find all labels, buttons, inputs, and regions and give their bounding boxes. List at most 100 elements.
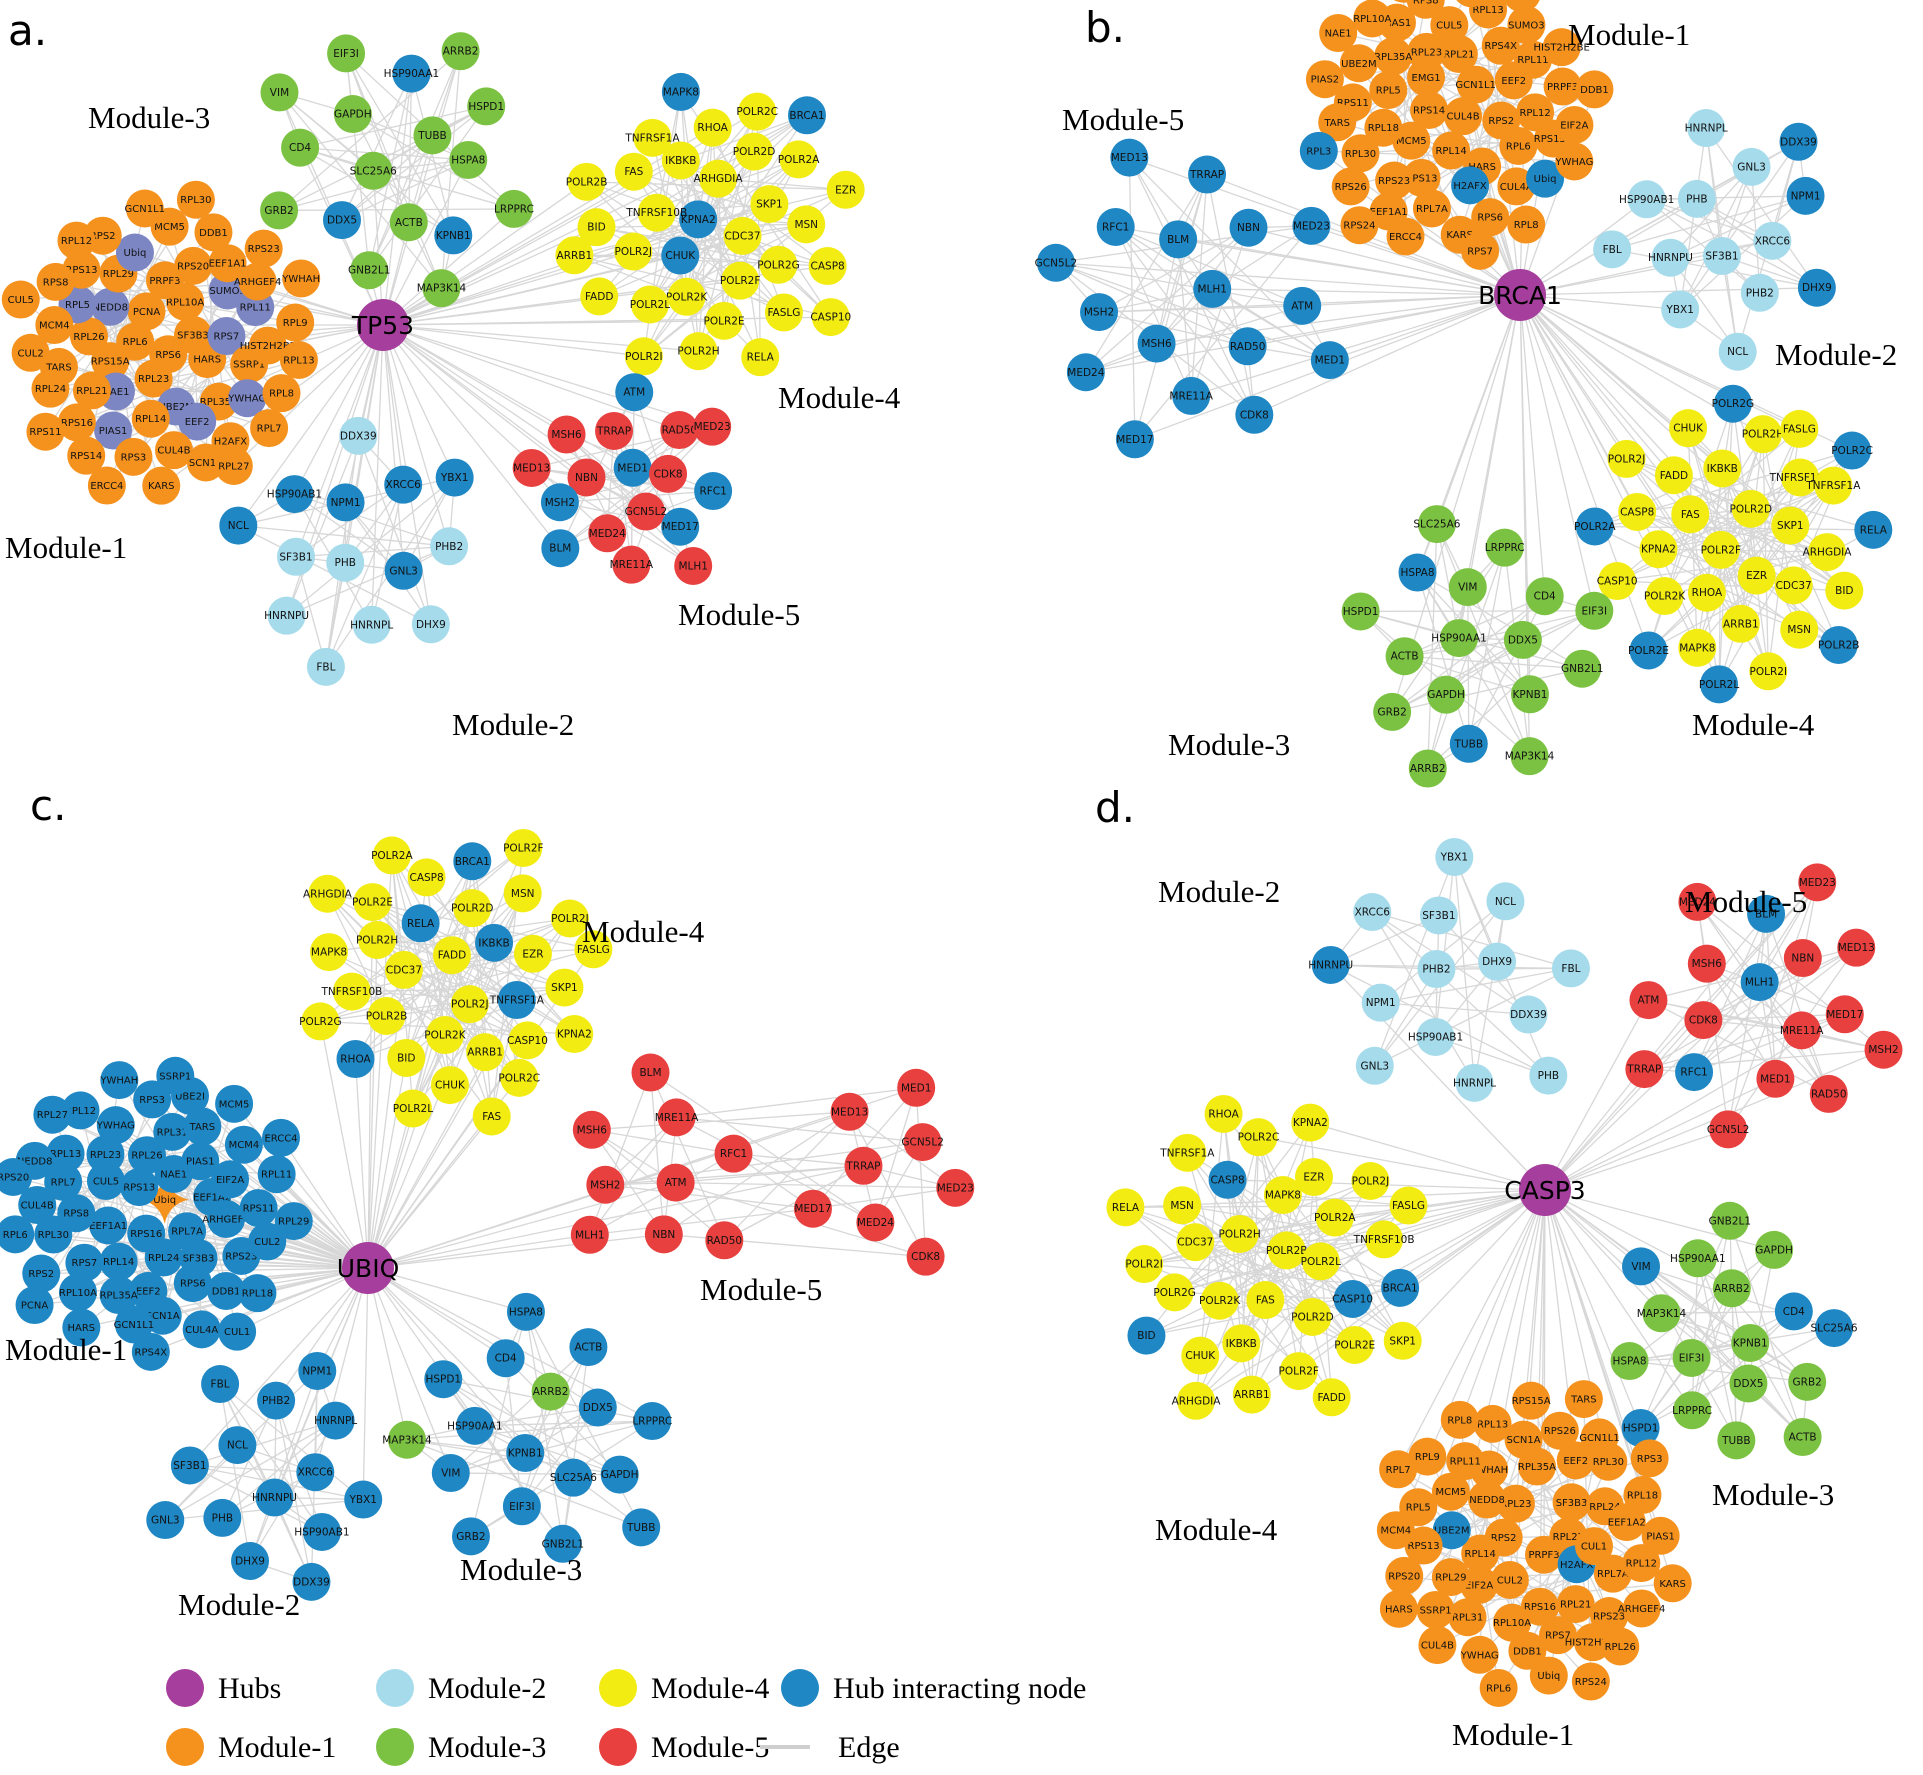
node-circle bbox=[661, 236, 700, 275]
node-circle bbox=[174, 246, 213, 285]
node-BLM: BLM bbox=[631, 1053, 670, 1092]
node-label: HSP90AA1 bbox=[1431, 633, 1487, 645]
node-label: NAE1 bbox=[1325, 29, 1352, 40]
node-circle bbox=[114, 1305, 153, 1344]
node-RPS13: RPS13 bbox=[1404, 1526, 1443, 1565]
node-MAPK8: MAPK8 bbox=[1678, 628, 1717, 667]
node-PHB: PHB bbox=[1677, 179, 1716, 218]
node-circle bbox=[455, 1406, 494, 1445]
node-circle bbox=[1427, 675, 1466, 714]
node-label: GCN5L2 bbox=[1707, 1124, 1750, 1136]
node-circle bbox=[1684, 1001, 1723, 1040]
node-circle bbox=[1333, 1279, 1372, 1318]
node-label: RPL11 bbox=[261, 1170, 292, 1181]
node-label: ARRB2 bbox=[533, 1386, 569, 1398]
node-label: RPS23 bbox=[1593, 1612, 1625, 1623]
node-circle bbox=[257, 1381, 296, 1420]
node-label: RPL8 bbox=[1447, 1415, 1472, 1426]
node-circle bbox=[1731, 1323, 1770, 1362]
node-label: SLC25A6 bbox=[350, 165, 397, 177]
node-MLH1: MLH1 bbox=[570, 1215, 609, 1254]
node-SKP1: SKP1 bbox=[545, 968, 584, 1007]
node-circle bbox=[1430, 6, 1469, 45]
node-GNB2L1: GNB2L1 bbox=[1709, 1201, 1751, 1240]
node-circle bbox=[1293, 1297, 1332, 1336]
node-label: RPS13 bbox=[1408, 1541, 1440, 1552]
node-circle bbox=[1177, 1381, 1216, 1420]
node-circle bbox=[1431, 1472, 1470, 1511]
node-circle bbox=[354, 151, 393, 190]
node-circle bbox=[1431, 1558, 1470, 1597]
node-RPL11: RPL11 bbox=[1513, 40, 1552, 79]
node-circle bbox=[1444, 97, 1483, 136]
node-label: POLR2J bbox=[614, 246, 652, 258]
node-circle bbox=[1580, 1418, 1619, 1457]
node-circle bbox=[1408, 1437, 1447, 1476]
node-circle bbox=[1629, 631, 1668, 670]
node-circle bbox=[1721, 604, 1760, 643]
node-HSPD1: HSPD1 bbox=[424, 1360, 463, 1399]
node-label: IKBKB bbox=[478, 937, 509, 949]
node-circle bbox=[1341, 134, 1380, 173]
node-DDB1: DDB1 bbox=[1508, 1631, 1547, 1670]
node-NAE1: NAE1 bbox=[1319, 14, 1358, 53]
legend-label: Edge bbox=[838, 1731, 900, 1764]
node-label: RPL8 bbox=[1514, 220, 1539, 231]
node-circle bbox=[1701, 530, 1740, 569]
node-CDC37: CDC37 bbox=[723, 216, 762, 255]
node-CDC37: CDC37 bbox=[1176, 1223, 1215, 1262]
node-MED24: MED24 bbox=[856, 1203, 895, 1242]
node-POLR2F: POLR2F bbox=[1701, 530, 1741, 569]
node-label: MED17 bbox=[662, 521, 699, 533]
node-circle bbox=[214, 446, 253, 485]
node-label: RPL6 bbox=[1506, 141, 1531, 152]
module-label-module-3: Module-3 bbox=[1712, 1477, 1834, 1512]
node-label: BID bbox=[587, 222, 605, 234]
node-label: SUMO3 bbox=[209, 286, 246, 297]
node-label: SF3B3 bbox=[183, 1254, 215, 1265]
node-MSH2: MSH2 bbox=[540, 483, 579, 522]
node-SF3B1: SF3B1 bbox=[1702, 237, 1741, 276]
node-circle bbox=[257, 1155, 296, 1194]
node-circle bbox=[1622, 1544, 1661, 1583]
labels-layer: c.Module-4Module-1Module-5Module-2Module… bbox=[5, 781, 822, 1622]
node-TUBB: TUBB bbox=[413, 116, 452, 155]
node-SSRP1: SSRP1 bbox=[1416, 1590, 1455, 1629]
node-NCL: NCL bbox=[1718, 332, 1757, 371]
node-circle bbox=[494, 189, 533, 228]
node-POLR2A: POLR2A bbox=[1574, 507, 1616, 546]
node-circle bbox=[301, 1002, 340, 1041]
node-circle bbox=[1181, 1336, 1220, 1375]
node-label: RPL27 bbox=[1553, 1532, 1584, 1543]
node-TNFRSF10B: TNFRSF10B bbox=[625, 193, 687, 232]
node-label: EMG1 bbox=[1412, 73, 1441, 84]
node-circle bbox=[1159, 220, 1198, 259]
node-circle bbox=[1819, 625, 1858, 664]
node-label: MSH2 bbox=[545, 497, 575, 509]
node-circle bbox=[714, 1134, 753, 1173]
node-label: TNFRSF10B bbox=[625, 207, 687, 219]
node-HSPA8: HSPA8 bbox=[506, 1292, 545, 1331]
node-circle bbox=[586, 1165, 625, 1204]
node-label: CASP8 bbox=[1620, 506, 1654, 518]
node-FAS: FAS bbox=[1246, 1281, 1285, 1320]
node-label: HSPD1 bbox=[468, 101, 504, 113]
node-ATM: ATM bbox=[615, 373, 654, 412]
node-TUBB: TUBB bbox=[1717, 1421, 1756, 1460]
node-label: RPL10A bbox=[59, 1288, 97, 1299]
node-circle bbox=[1200, 1281, 1239, 1320]
node-label: RPL18 bbox=[1368, 123, 1399, 134]
node-label: RPL18 bbox=[242, 1289, 273, 1300]
node-label: MED13 bbox=[1838, 942, 1875, 954]
node-label: GRB2 bbox=[456, 1531, 485, 1543]
node-circle bbox=[567, 162, 606, 201]
node-circle bbox=[450, 985, 489, 1024]
node-label: EEF1A1 bbox=[209, 259, 247, 270]
node-circle bbox=[1756, 1059, 1795, 1098]
node-label: EIF3I bbox=[509, 1501, 535, 1513]
node-circle bbox=[1066, 353, 1105, 392]
node-circle bbox=[1416, 1590, 1455, 1629]
node-DDX39: DDX39 bbox=[292, 1562, 331, 1601]
legend-label: Module-3 bbox=[428, 1731, 546, 1764]
node-circle bbox=[276, 537, 315, 576]
